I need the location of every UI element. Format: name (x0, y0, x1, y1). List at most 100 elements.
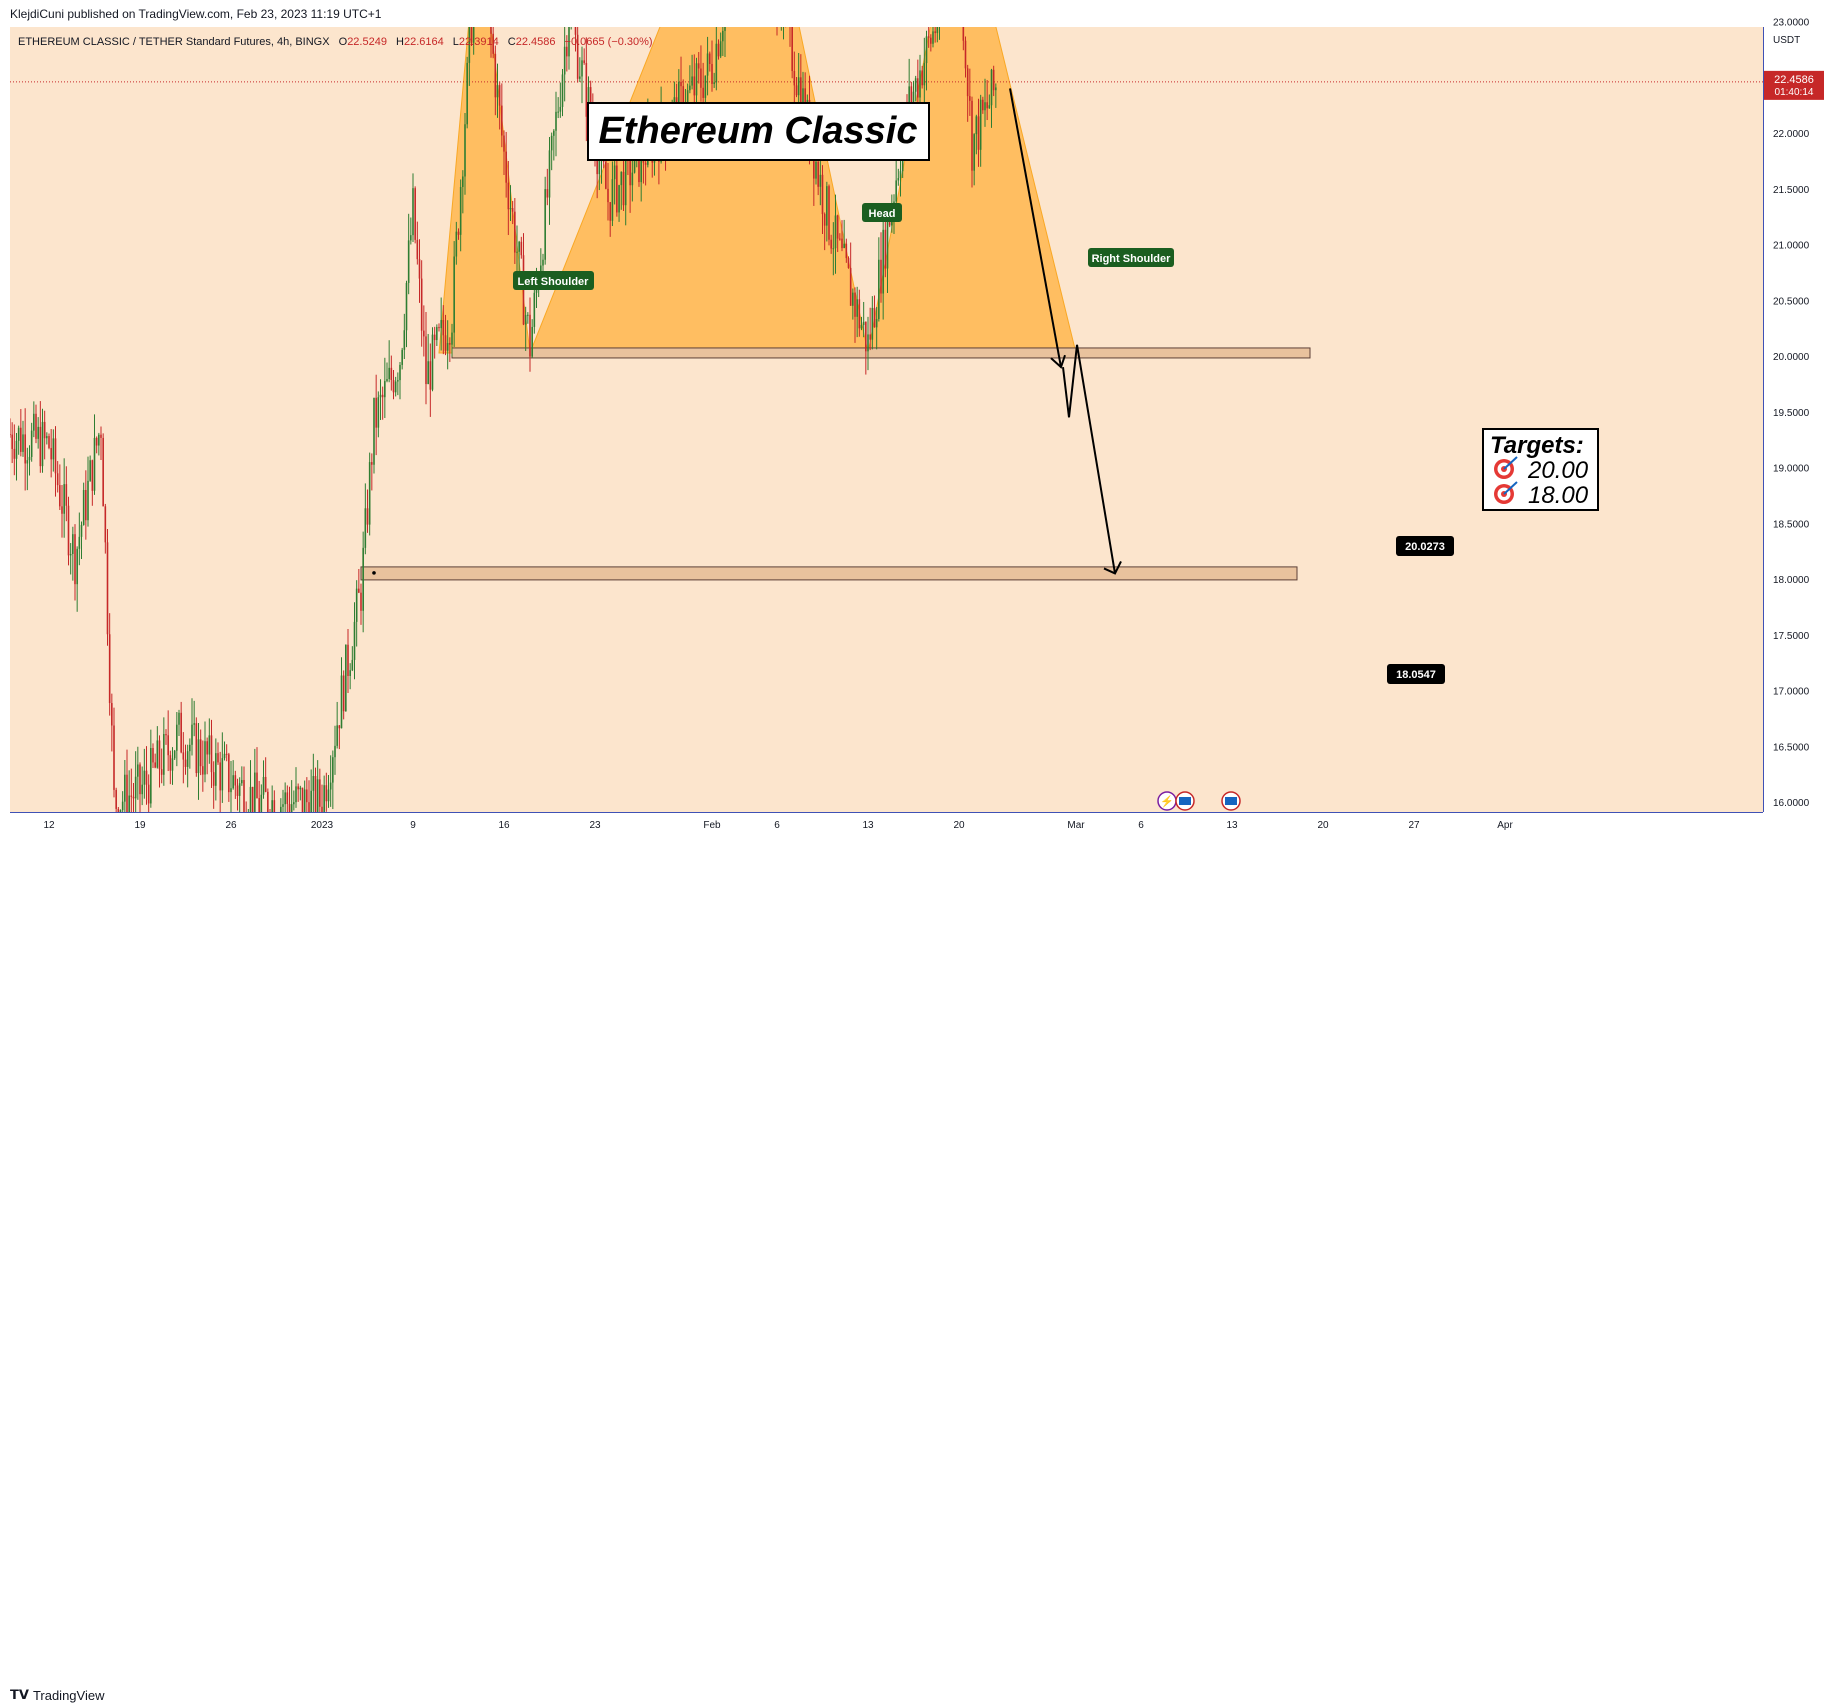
candle-body (841, 238, 843, 249)
candle-body (462, 176, 464, 188)
legend-open-label: O (339, 36, 348, 48)
target2-price-text: 18.0547 (1396, 669, 1436, 681)
current-price-tag: 22.4586 01:40:14 (1764, 70, 1824, 100)
candle-body (550, 135, 553, 151)
candle-body (327, 789, 330, 802)
candle-body (358, 588, 360, 593)
candle-body (386, 379, 388, 382)
candle-body (340, 675, 343, 729)
candle-body (69, 553, 72, 556)
time-axis[interactable] (10, 812, 1763, 837)
candle-body (923, 63, 926, 86)
candle-body (531, 326, 533, 357)
legend-change: −0.0665 (−0.30%) (565, 36, 653, 48)
candle-body (988, 105, 991, 109)
candle-body (871, 307, 874, 340)
candle-body (845, 243, 848, 259)
left-shoulder-label[interactable]: Left Shoulder (513, 271, 594, 290)
candle-body (139, 764, 141, 795)
candle-body (776, 0, 778, 15)
candle-body (405, 282, 408, 331)
candle-body (847, 258, 850, 268)
candle-body (271, 800, 273, 812)
candle-body (221, 758, 224, 791)
candle-body (206, 741, 208, 755)
candle-body (826, 186, 828, 226)
candle-body (969, 96, 971, 101)
candle-body (726, 0, 728, 2)
tradingview-logo[interactable]: 𝗧𝗩 TradingView (10, 1687, 104, 1703)
candle-body (563, 46, 566, 75)
event-icons[interactable]: ⚡ (1157, 791, 1241, 811)
title-box[interactable]: Ethereum Classic (587, 102, 930, 161)
candle-body (303, 789, 306, 812)
price-axis[interactable] (1763, 27, 1834, 812)
candle-body (39, 426, 42, 467)
candle-body (388, 367, 390, 380)
candle-body (104, 506, 107, 543)
candle-body (119, 810, 122, 812)
candle-body (384, 381, 386, 398)
candle-body (132, 796, 135, 799)
candle-body (182, 752, 185, 760)
candle-body (498, 85, 501, 106)
candle-body (494, 53, 497, 98)
candle-body (28, 456, 31, 461)
targets-box[interactable]: Targets: 20.00 18.00 (1482, 428, 1599, 511)
candle-body (262, 776, 265, 795)
candle-body (611, 179, 614, 221)
candle-body (312, 776, 315, 791)
candle-body (973, 134, 975, 171)
candle-body (158, 740, 161, 770)
candle-body (128, 795, 130, 812)
candle-body (719, 41, 722, 57)
candle-body (11, 434, 13, 449)
candle-body (546, 189, 549, 198)
candle-body (362, 547, 364, 611)
candle-body (446, 342, 449, 351)
time-tick-label: 13 (1226, 820, 1238, 831)
candle-body (336, 725, 338, 746)
candle-body (297, 786, 299, 790)
candle-body (215, 753, 217, 786)
candle-body (290, 804, 293, 812)
candle-body (176, 724, 178, 751)
chart-canvas[interactable]: 27.500027.000026.500026.000025.500025.00… (0, 0, 1834, 876)
candle-body (559, 106, 562, 112)
candle-body (815, 161, 817, 179)
candle-body (819, 174, 822, 187)
candle-body (711, 63, 713, 84)
candle-body (160, 769, 163, 775)
candle-body (686, 90, 689, 114)
target-value-1: 20.00 (1527, 457, 1589, 484)
candle-body (598, 159, 601, 175)
candle-body (795, 85, 798, 96)
currency-label: USDT (1773, 35, 1800, 46)
candle-body (995, 87, 997, 91)
candle-body (873, 307, 876, 328)
candle-body (219, 762, 221, 791)
candle-body (886, 219, 889, 269)
candle-body (596, 156, 598, 175)
candle-body (464, 124, 466, 177)
projection-arrows (1009, 88, 1122, 575)
candle-body (100, 434, 102, 438)
candle-body (366, 508, 369, 525)
head-text: Head (869, 208, 896, 220)
candle-body (353, 621, 356, 660)
candle-body (457, 231, 460, 235)
candle-body (700, 68, 702, 88)
right-shoulder-label[interactable]: Right Shoulder (1088, 248, 1174, 267)
candle-body (52, 438, 55, 460)
targets-title: Targets: (1490, 432, 1584, 459)
candle-body (856, 299, 858, 317)
candle-body (334, 745, 336, 758)
candle-body (817, 161, 819, 187)
time-tick-label: 12 (43, 820, 55, 831)
candle-body (609, 202, 612, 221)
time-tick-label: 27 (1408, 820, 1420, 831)
candle-body (453, 256, 455, 333)
candle-body (607, 188, 609, 203)
head-label[interactable]: Head (862, 203, 902, 222)
candle-body (821, 174, 824, 215)
